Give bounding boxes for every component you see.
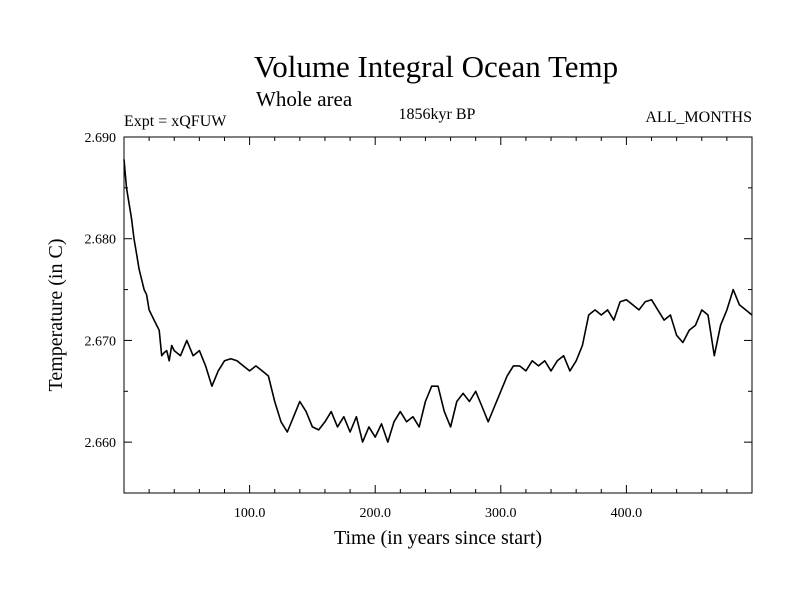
y-tick-label: 2.670 [85,334,117,349]
y-tick-label: 2.660 [85,436,117,451]
x-tick-label: 400.0 [611,506,643,521]
plot-area-frame [123,136,753,494]
y-tick-label: 2.680 [85,233,117,248]
x-tick-label: 200.0 [359,506,391,521]
y-axis-label: Temperature (in C) [45,239,67,392]
x-tick-label: 300.0 [485,506,517,521]
x-axis-label: Time (in years since start) [334,527,542,549]
chart-subtitle: Whole area [256,87,353,111]
experiment-label: Expt = xQFUW [124,113,227,130]
period-label: 1856kyr BP [399,106,476,123]
chart-title: Volume Integral Ocean Temp [254,49,618,84]
x-axis-tick-labels: 100.0 200.0 300.0 400.0 [234,506,642,521]
months-label: ALL_MONTHS [645,109,752,126]
x-axis-ticks [148,137,728,493]
series-line [123,159,753,443]
y-axis-tick-labels: 2.660 2.670 2.680 2.690 [85,131,117,451]
y-axis-ticks [124,187,752,443]
y-tick-label: 2.690 [85,131,117,146]
x-tick-label: 100.0 [234,506,266,521]
